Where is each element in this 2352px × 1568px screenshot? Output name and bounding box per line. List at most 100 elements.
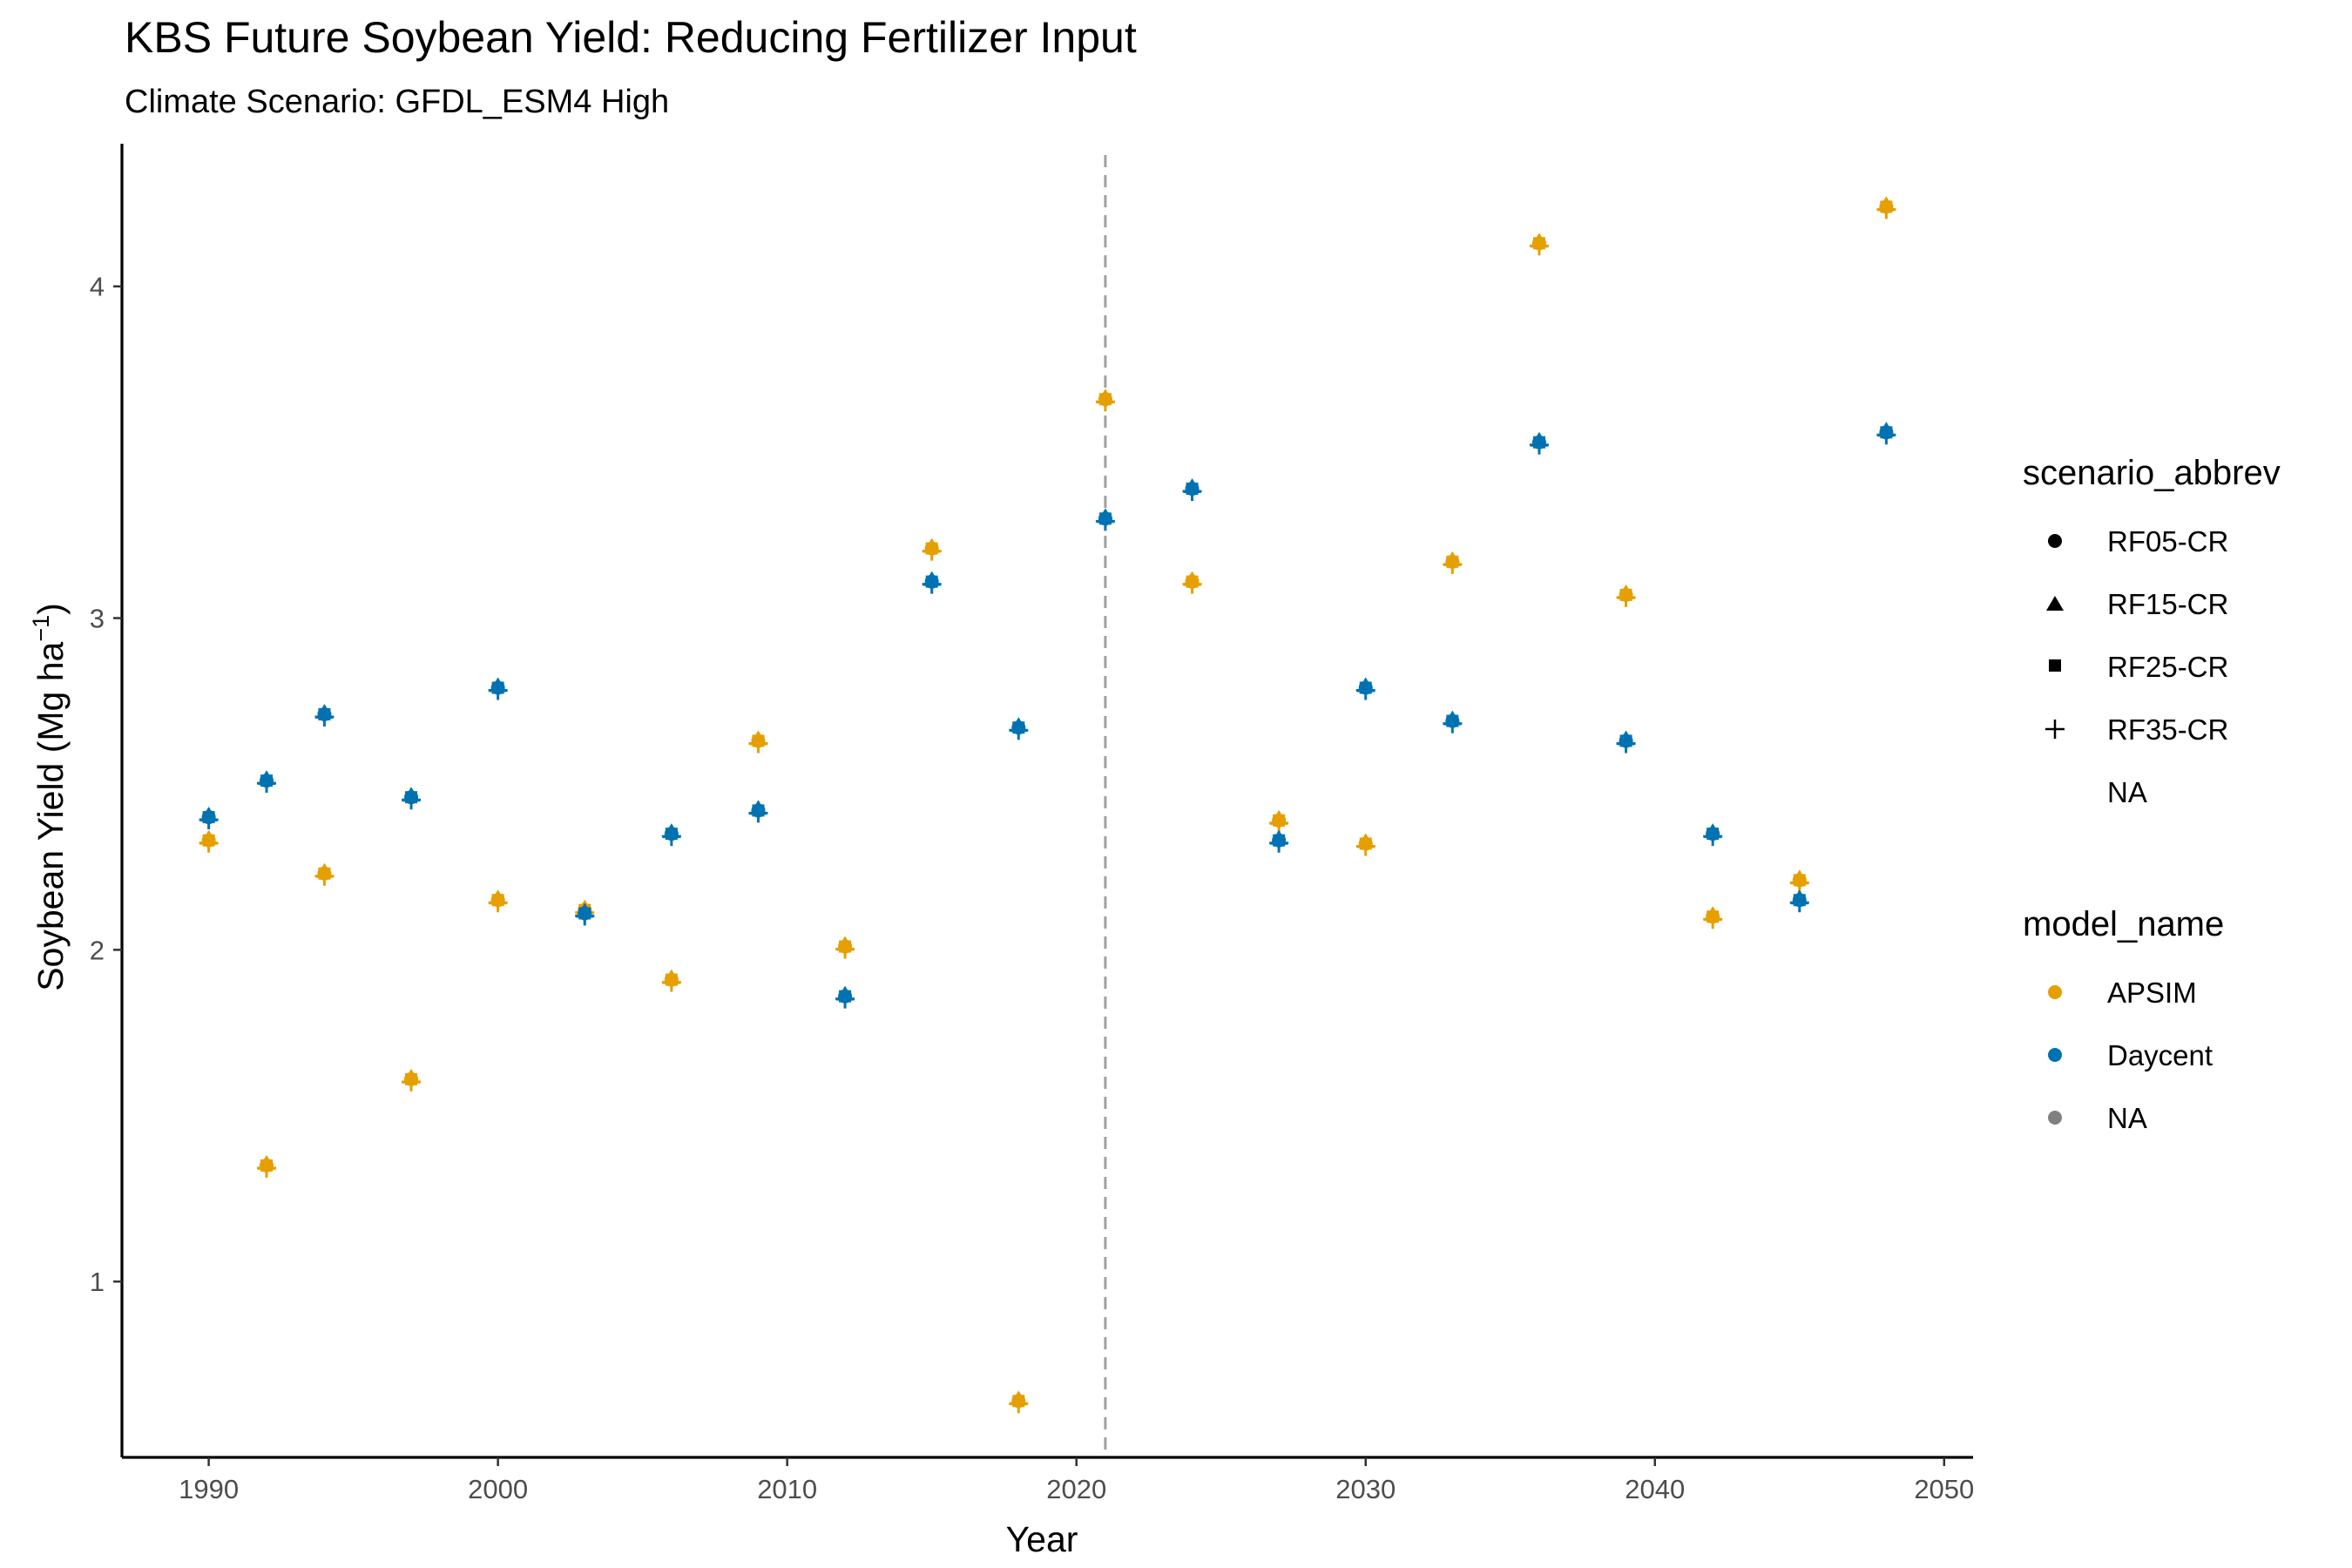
point-circle [490,680,505,695]
point-circle [1706,909,1720,924]
legend-label: NA [2107,776,2147,808]
x-tick-label: 2040 [1625,1474,1685,1504]
point-circle [924,541,939,556]
point-circle [490,893,505,908]
y-tick-label: 3 [90,604,105,634]
data-point [1355,677,1375,700]
data-point [1616,730,1636,754]
data-point [1789,889,1809,913]
point-circle [751,803,766,818]
legend-label: Daycent [2107,1039,2213,1071]
data-point [314,703,335,727]
point-circle [838,939,853,954]
data-point [575,902,595,926]
point-circle [664,972,679,987]
legend-item-daycent: Daycent [2048,1039,2213,1071]
data-point [1009,717,1029,740]
data-point [1703,906,1723,929]
legend-label: RF25-CR [2107,651,2228,683]
point-circle [317,866,332,881]
data-point [661,823,681,847]
data-point [488,889,508,913]
y-axis-ticks: 1 2 3 4 [90,272,122,1297]
plot-area: 1990 2000 2010 2020 2030 2040 2050 1 2 3 4 [90,144,1974,1504]
legend-item-rf35: RF35-CR [2045,713,2228,746]
legend-scenario-abbrev: scenario_abbrev RF05-CR RF15-CR RF25-CR … [2023,454,2281,808]
data-point [1876,196,1896,220]
point-circle [1792,873,1807,888]
point-circle [1445,713,1460,728]
point-circle [1531,236,1546,251]
data-point [835,936,855,959]
legend-item-na-color: NA [2048,1102,2147,1134]
data-point [1443,551,1463,574]
legend-scenario-title: scenario_abbrev [2023,454,2281,492]
point-circle [260,1158,274,1173]
data-point [314,862,335,886]
point-circle [1358,836,1373,851]
point-circle [664,827,679,841]
data-point [1269,829,1289,853]
data-point [199,829,219,853]
point-circle [1272,833,1287,848]
data-point [402,1068,422,1092]
data-point [1009,1390,1029,1414]
y-axis-title-superscript: −1 [28,615,54,642]
data-point [748,800,768,823]
legend-model-name: model_name APSIM Daycent NA [2023,905,2224,1134]
chart-title: KBS Future Soybean Yield: Reducing Ferti… [125,13,1137,62]
point-circle [1619,587,1633,602]
y-tick-label: 4 [90,272,105,302]
x-tick-label: 2020 [1046,1474,1106,1504]
legend-item-rf15: RF15-CR [2046,588,2228,620]
x-tick-label: 2000 [468,1474,528,1504]
legend-dot-icon [2048,985,2062,999]
data-point [835,985,855,1009]
data-point [661,969,681,992]
point-circle [317,706,332,721]
point-circle [838,989,853,1004]
data-point [748,730,768,754]
data-point [1529,233,1549,256]
point-circle [1358,680,1373,695]
point-circle [1011,1394,1026,1409]
data-point [1616,584,1636,607]
point-circle [1792,893,1807,908]
data-point [922,571,942,594]
legend-plus-icon [2045,720,2065,739]
legend-label: RF05-CR [2107,525,2228,558]
chart-subtitle: Climate Scenario: GFDL_ESM4 High [125,84,669,120]
legend-item-apsim: APSIM [2048,977,2197,1009]
point-circle [1272,813,1287,828]
point-circle [1011,720,1026,735]
point-circle [924,574,939,589]
point-circle [1531,435,1546,449]
data-point [1095,389,1115,412]
data-point [1095,508,1115,531]
x-tick-label: 2030 [1335,1474,1396,1504]
x-tick-label: 1990 [179,1474,239,1504]
y-axis-title-main: Soybean Yield (Mg ha [30,641,71,990]
data-point [922,537,942,561]
data-point [1789,869,1809,893]
data-point [1355,833,1375,856]
y-tick-label: 1 [90,1267,105,1297]
legend-item-rf05: RF05-CR [2048,525,2228,558]
legend-label: APSIM [2107,977,2197,1009]
legend-label: RF35-CR [2107,713,2228,746]
data-point [488,677,508,700]
point-circle [201,810,216,825]
y-axis-title-close: ) [30,603,71,615]
data-point [1269,809,1289,833]
data-point [1182,478,1202,502]
data-point [1443,710,1463,733]
data-point [1529,431,1549,455]
point-circle [1619,733,1633,748]
legend-dot-icon [2048,1048,2062,1062]
data-point [1703,823,1723,847]
legend-triangle-icon [2046,596,2064,611]
point-circle [751,733,766,748]
data-points [199,196,1896,1414]
legend-label: RF15-CR [2107,588,2228,620]
